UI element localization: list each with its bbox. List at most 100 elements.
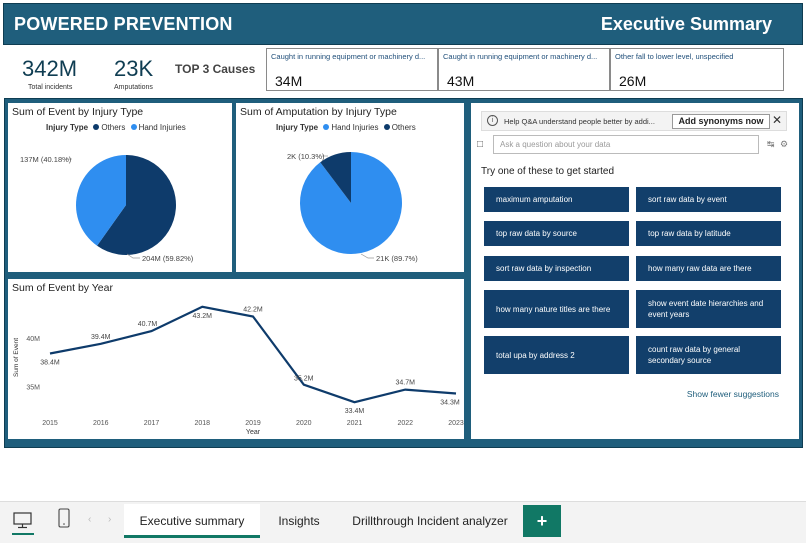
chevron-right-icon[interactable]: › bbox=[108, 514, 112, 525]
report-title: POWERED PREVENTION bbox=[14, 14, 233, 34]
pie-slice-others[interactable] bbox=[97, 155, 177, 255]
legend-item-others: Others bbox=[101, 123, 126, 132]
info-icon: i bbox=[487, 115, 498, 126]
kpi-amputations-label: Amputations bbox=[114, 84, 153, 91]
qa-suggestion[interactable]: top raw data by latitude bbox=[636, 221, 781, 246]
chart-title: Sum of Amputation by Injury Type bbox=[240, 106, 397, 118]
legend-title: Injury Type bbox=[276, 123, 319, 132]
cause-card-3[interactable]: Other fall to lower level, unspecified 2… bbox=[610, 48, 784, 91]
tab-insights[interactable]: Insights bbox=[278, 514, 320, 528]
qa-suggestion[interactable]: how many nature titles are there bbox=[484, 290, 629, 328]
data-label: 39.4M bbox=[91, 334, 111, 341]
tab-drillthrough-incident-analyzer[interactable]: Drillthrough Incident analyzer bbox=[352, 514, 508, 528]
pie-slice-hand-injuries[interactable] bbox=[299, 152, 402, 255]
share-icon[interactable]: ↹ bbox=[767, 139, 775, 149]
cause-label: Caught in running equipment or machinery… bbox=[271, 52, 426, 61]
data-label: 42.2M bbox=[243, 307, 263, 314]
cause-label: Caught in running equipment or machinery… bbox=[443, 52, 598, 61]
qa-suggestion[interactable]: how many raw data are there bbox=[636, 256, 781, 281]
data-label: 38.4M bbox=[40, 360, 60, 367]
pie-chart-amputations: 2K (10.3%) 21K (89.7%) bbox=[287, 152, 418, 263]
chat-icon: □ bbox=[477, 139, 484, 150]
data-label: 34.3M bbox=[440, 399, 460, 406]
y-tick-label: 35M bbox=[26, 385, 40, 392]
desktop-icon[interactable] bbox=[12, 510, 34, 536]
legend-swatch bbox=[130, 124, 137, 131]
gear-icon[interactable]: ⚙ bbox=[780, 139, 789, 149]
x-axis-label: Year bbox=[246, 429, 261, 436]
data-label: 43.2M bbox=[193, 313, 213, 320]
legend-swatch bbox=[323, 124, 330, 131]
qa-suggestion[interactable]: sort raw data by event bbox=[636, 187, 781, 212]
chart-legend: Injury Type Others Hand Injuries bbox=[46, 123, 186, 132]
chart-legend: Injury Type Hand Injuries Others bbox=[276, 123, 416, 132]
show-fewer-suggestions-link[interactable]: Show fewer suggestions bbox=[686, 389, 779, 399]
data-label: 34.7M bbox=[396, 380, 416, 387]
series-line[interactable] bbox=[49, 305, 457, 404]
chevron-left-icon[interactable]: ‹ bbox=[88, 514, 92, 525]
page-tab-bar: ‹ › Executive summary Insights Drillthro… bbox=[0, 501, 806, 543]
qa-suggestion[interactable]: show event date hierarchies and event ye… bbox=[636, 290, 781, 328]
leader-line bbox=[360, 253, 374, 259]
x-tick-label: 2018 bbox=[194, 420, 210, 427]
x-tick-label: 2023 bbox=[448, 420, 464, 427]
kpi-amputations-value: 23K bbox=[114, 56, 154, 81]
top-causes-heading: TOP 3 Causes bbox=[175, 62, 256, 76]
data-label-hand-injuries: 21K (89.7%) bbox=[376, 254, 418, 263]
data-label-others: 204M (59.82%) bbox=[142, 254, 194, 263]
x-tick-label: 2020 bbox=[296, 420, 312, 427]
qa-visual[interactable]: i Help Q&A understand people better by a… bbox=[471, 103, 799, 439]
qa-suggestion[interactable]: total upa by address 2 bbox=[484, 336, 629, 374]
qa-suggestion[interactable]: sort raw data by inspection bbox=[484, 256, 629, 281]
qa-suggestion[interactable]: count raw data by general secondary sour… bbox=[636, 336, 781, 374]
x-tick-label: 2016 bbox=[93, 420, 109, 427]
legend-swatch bbox=[383, 124, 390, 131]
qa-question-input[interactable] bbox=[493, 135, 759, 154]
pie-slice-hand-injuries[interactable] bbox=[76, 155, 126, 246]
x-tick-label: 2022 bbox=[397, 420, 413, 427]
qa-suggestion[interactable]: top raw data by source bbox=[484, 221, 629, 246]
legend-item-hand-injuries: Hand Injuries bbox=[331, 123, 379, 132]
data-label: 40.7M bbox=[138, 321, 158, 328]
header-bar: POWERED PREVENTION Executive Summary bbox=[3, 3, 803, 45]
add-synonyms-button[interactable]: Add synonyms now bbox=[672, 114, 770, 129]
pie-chart-events: 137M (40.18%) 204M (59.82%) bbox=[20, 155, 194, 263]
phone-icon[interactable] bbox=[58, 508, 70, 528]
line-chart-events-by-year: 35M 40M 2015 2016 2017 2018 2019 2020 2021 2022 2… bbox=[13, 305, 464, 436]
leader-line bbox=[126, 253, 140, 259]
cause-card-1[interactable]: Caught in running equipment or machinery… bbox=[266, 48, 438, 91]
qa-synonyms-banner: i Help Q&A understand people better by a… bbox=[481, 111, 787, 131]
x-tick-label: 2017 bbox=[144, 420, 160, 427]
legend-item-hand-injuries: Hand Injuries bbox=[138, 123, 186, 132]
data-label: 35.2M bbox=[294, 376, 314, 383]
tab-executive-summary[interactable]: Executive summary bbox=[124, 504, 260, 538]
add-page-button[interactable]: + bbox=[523, 505, 561, 537]
amputation-by-injury-type-card[interactable]: Sum of Amputation by Injury Type Injury … bbox=[236, 103, 464, 272]
cause-value: 43M bbox=[447, 73, 475, 89]
y-tick-label: 40M bbox=[26, 336, 40, 343]
x-tick-label: 2021 bbox=[347, 420, 363, 427]
kpi-total-incidents-label: Total incidents bbox=[28, 84, 73, 91]
legend-swatch bbox=[93, 124, 100, 131]
y-axis-label: Sum of Event bbox=[13, 338, 20, 377]
event-by-injury-type-card[interactable]: Sum of Event by Injury Type Injury Type … bbox=[8, 103, 232, 272]
cause-label: Other fall to lower level, unspecified bbox=[615, 52, 734, 61]
legend-title: Injury Type bbox=[46, 123, 89, 132]
qa-suggestion[interactable]: maximum amputation bbox=[484, 187, 629, 212]
data-label-hand-injuries: 137M (40.18%) bbox=[20, 155, 72, 164]
data-label-others: 2K (10.3%) bbox=[287, 152, 325, 161]
pie-slice-others[interactable] bbox=[320, 152, 351, 203]
chart-title: Sum of Event by Injury Type bbox=[12, 106, 144, 118]
x-tick-label: 2015 bbox=[42, 420, 58, 427]
chart-title: Sum of Event by Year bbox=[12, 282, 113, 294]
cause-value: 34M bbox=[275, 73, 303, 89]
event-by-year-card[interactable]: Sum of Event by Year 35M 40M 2015 2016 2017… bbox=[8, 279, 464, 439]
legend-item-others: Others bbox=[391, 123, 416, 132]
page-subtitle: Executive Summary bbox=[600, 14, 772, 34]
qa-banner-message: Help Q&A understand people better by add… bbox=[504, 117, 655, 126]
close-icon[interactable]: ✕ bbox=[771, 113, 782, 127]
cause-card-2[interactable]: Caught in running equipment or machinery… bbox=[438, 48, 610, 91]
data-label: 33.4M bbox=[345, 408, 365, 415]
kpi-total-incidents-value: 342M bbox=[22, 56, 78, 81]
